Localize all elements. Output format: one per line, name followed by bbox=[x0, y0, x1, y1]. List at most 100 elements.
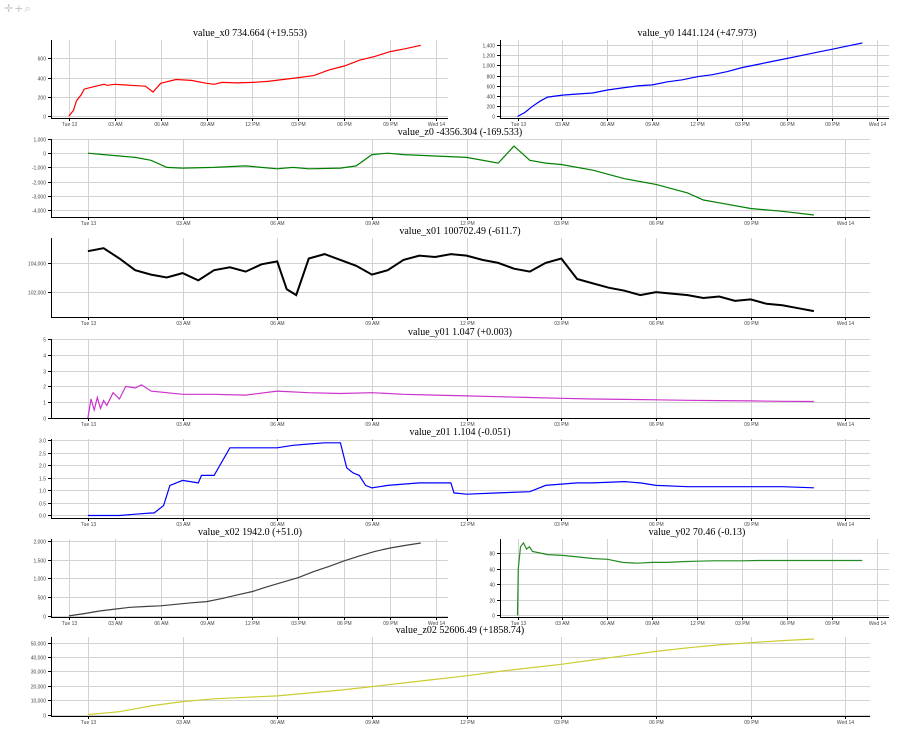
x-tick-label: 09 PM bbox=[825, 621, 839, 627]
x-tick-label: 03 PM bbox=[554, 422, 568, 428]
series-line bbox=[68, 542, 421, 617]
x-tick-label: Tue 13 bbox=[81, 422, 97, 428]
y-tick-label: -4,000 bbox=[32, 208, 46, 214]
y-tick-label: 400 bbox=[487, 94, 496, 100]
y-tick-label: 0 bbox=[43, 713, 46, 719]
y-tick-label: 40,000 bbox=[31, 655, 47, 661]
x-tick-label: Tue 13 bbox=[81, 321, 97, 327]
y-tick-label: 10,000 bbox=[31, 698, 47, 704]
x-tick-label: 12 PM bbox=[460, 522, 474, 528]
x-tick-label: 03 AM bbox=[108, 122, 122, 128]
x-tick-label: Tue 13 bbox=[81, 720, 97, 726]
zoom-in-icon[interactable]: + bbox=[14, 2, 25, 15]
x-tick-label: 09 PM bbox=[744, 221, 758, 227]
series-line bbox=[517, 42, 863, 118]
y-tick-label: 2,000 bbox=[33, 539, 46, 545]
chart-title: value_x0 734.664 (+19.553) bbox=[193, 28, 307, 39]
x-tick-label: 09 AM bbox=[365, 422, 379, 428]
x-tick-label: 06 PM bbox=[337, 122, 351, 128]
x-tick-label: Tue 13 bbox=[81, 221, 97, 227]
chart-panel-7: value_y02 70.46 (-0.13) 0 20 40 60 80 Tue 13 03… bbox=[489, 527, 889, 627]
y-tick-label: 600 bbox=[487, 84, 496, 90]
y-tick-label: 60 bbox=[489, 567, 495, 573]
x-tick-label: 03 PM bbox=[291, 122, 305, 128]
chart-panel-4: value_y01 1.047 (+0.003) 0 1 2 3 4 5 Tue 13 03 A… bbox=[43, 327, 870, 428]
y-tick-label: 1,500 bbox=[33, 558, 46, 564]
y-tick-label: 1,400 bbox=[482, 43, 495, 49]
y-tick-label: 1,000 bbox=[33, 576, 46, 582]
y-tick-label: 0 bbox=[43, 416, 46, 422]
chart-title: value_y0 1441.124 (+47.973) bbox=[638, 28, 757, 39]
x-tick-label: Wed 14 bbox=[869, 122, 886, 128]
chart-title: value_x01 100702.49 (-611.7) bbox=[399, 226, 520, 237]
y-tick-label: 0 bbox=[492, 114, 495, 120]
y-tick-label: 2 bbox=[43, 384, 46, 390]
chart-panel-3: value_x01 100702.49 (-611.7) 102,000 104,0… bbox=[28, 226, 870, 327]
x-tick-label: 09 PM bbox=[744, 522, 758, 528]
x-tick-label: 06 AM bbox=[270, 422, 284, 428]
x-tick-label: 06 AM bbox=[600, 122, 614, 128]
x-tick-label: Tue 13 bbox=[511, 122, 527, 128]
x-tick-label: Wed 14 bbox=[837, 221, 854, 227]
x-tick-label: 12 PM bbox=[460, 321, 474, 327]
series-line bbox=[68, 44, 421, 117]
x-tick-label: Wed 14 bbox=[428, 122, 445, 128]
x-tick-label: 09 PM bbox=[744, 720, 758, 726]
y-tick-label: 500 bbox=[38, 595, 47, 601]
chart-title: value_z02 52606.49 (+1858.74) bbox=[396, 625, 524, 636]
x-tick-label: 03 PM bbox=[554, 321, 568, 327]
y-tick-label: -2,000 bbox=[32, 180, 46, 186]
x-tick-label: 09 PM bbox=[825, 122, 839, 128]
chart-title: value_z0 -4356.304 (-169.533) bbox=[398, 127, 522, 138]
y-tick-label: 40 bbox=[489, 582, 495, 588]
y-tick-label: -3,000 bbox=[32, 194, 46, 200]
x-tick-label: 03 AM bbox=[108, 621, 122, 627]
x-tick-label: Wed 14 bbox=[837, 522, 854, 528]
zoom-icon[interactable]: ⌕ bbox=[24, 2, 32, 15]
x-tick-label: 12 PM bbox=[460, 720, 474, 726]
x-tick-label: 09 PM bbox=[383, 621, 397, 627]
x-tick-label: 06 PM bbox=[649, 321, 663, 327]
y-tick-label: 3.0 bbox=[39, 438, 46, 444]
y-tick-label: 30,000 bbox=[31, 669, 47, 675]
x-tick-label: 09 PM bbox=[744, 321, 758, 327]
x-tick-label: 12 PM bbox=[245, 621, 259, 627]
x-tick-label: Wed 14 bbox=[837, 720, 854, 726]
chart-panel-0: value_x0 734.664 (+19.553) 0 200 400 600 Tue … bbox=[38, 28, 448, 128]
y-tick-label: 0 bbox=[43, 614, 46, 620]
y-tick-label: 200 bbox=[487, 104, 496, 110]
chart-panel-5: value_z01 1.104 (-0.051) 0.0 0.5 1.0 1.5 2.0 2… bbox=[39, 427, 870, 528]
y-tick-label: 0.0 bbox=[39, 513, 46, 519]
x-tick-label: 03 PM bbox=[735, 122, 749, 128]
y-tick-label: 1,000 bbox=[33, 137, 46, 143]
chart-panel-8: value_z02 52606.49 (+1858.74) 0 10,000 20,0… bbox=[31, 625, 870, 726]
y-tick-label: 80 bbox=[489, 551, 495, 557]
x-tick-label: 09 AM bbox=[200, 621, 214, 627]
y-tick-label: 5 bbox=[43, 337, 46, 343]
x-tick-label: 06 AM bbox=[600, 621, 614, 627]
y-tick-label: 0 bbox=[43, 114, 46, 120]
y-tick-label: 2.5 bbox=[39, 451, 46, 457]
pan-icon[interactable]: ✛ bbox=[4, 2, 15, 15]
x-tick-label: 12 PM bbox=[245, 122, 259, 128]
x-tick-label: 06 AM bbox=[270, 720, 284, 726]
x-tick-label: 12 PM bbox=[460, 422, 474, 428]
y-tick-label: -1,000 bbox=[32, 165, 46, 171]
y-tick-label: 1.5 bbox=[39, 476, 46, 482]
x-tick-label: 03 AM bbox=[176, 422, 190, 428]
chart-panel-2: value_z0 -4356.304 (-169.533) -4,000 -3,00… bbox=[32, 127, 870, 227]
y-tick-label: 102,000 bbox=[28, 290, 46, 296]
y-tick-label: 4 bbox=[43, 353, 46, 359]
chart-title: value_y01 1.047 (+0.003) bbox=[408, 327, 512, 338]
x-tick-label: 06 PM bbox=[337, 621, 351, 627]
x-tick-label: 03 PM bbox=[554, 221, 568, 227]
x-tick-label: 03 AM bbox=[555, 122, 569, 128]
x-tick-label: Tue 13 bbox=[511, 621, 527, 627]
y-tick-label: 20,000 bbox=[31, 684, 47, 690]
x-tick-label: 06 AM bbox=[154, 122, 168, 128]
x-tick-label: Wed 14 bbox=[869, 621, 886, 627]
x-tick-label: 12 PM bbox=[690, 122, 704, 128]
y-tick-label: 20 bbox=[489, 598, 495, 604]
y-tick-label: 0.5 bbox=[39, 501, 46, 507]
